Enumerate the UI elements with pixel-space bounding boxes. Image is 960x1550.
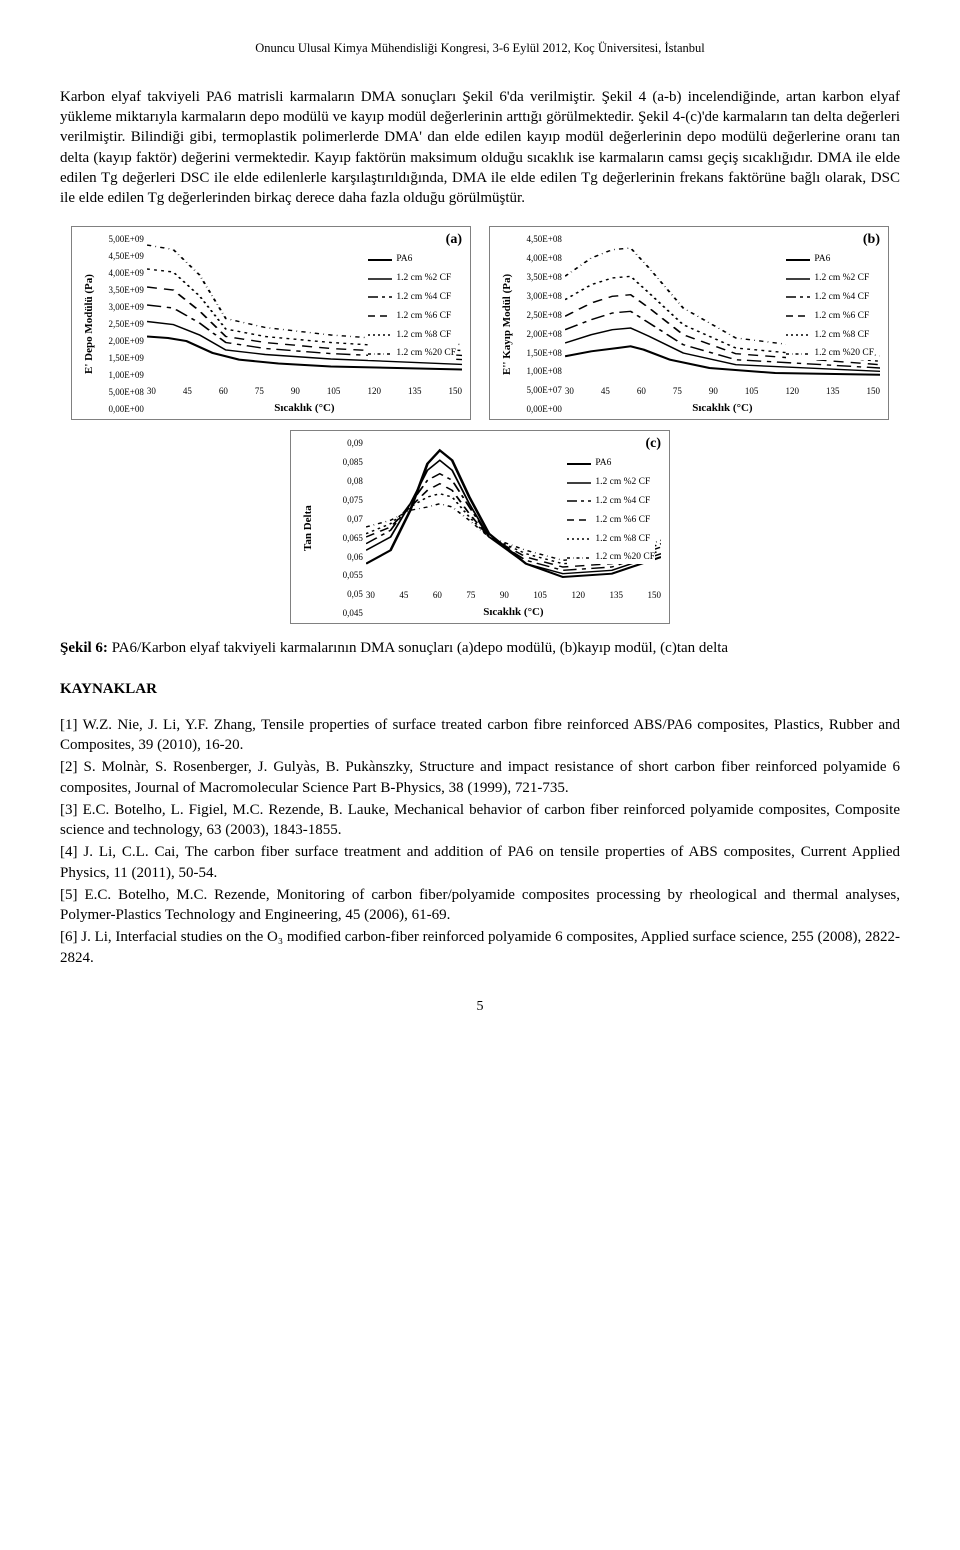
- reference-item: [4] J. Li, C.L. Cai, The carbon fiber su…: [60, 842, 900, 883]
- figure-panel-c: (c) Tan Delta 0,0450,050,0550,060,0650,0…: [290, 430, 670, 624]
- page-header: Onuncu Ulusal Kimya Mühendisliği Kongres…: [60, 40, 900, 57]
- reference-item: [1] W.Z. Nie, J. Li, Y.F. Zhang, Tensile…: [60, 715, 900, 756]
- yticks-a: 0,00E+005,00E+081,00E+091,50E+092,00E+09…: [99, 233, 147, 415]
- references-list: [1] W.Z. Nie, J. Li, Y.F. Zhang, Tensile…: [60, 715, 900, 968]
- legend-c: PA61.2 cm %2 CF1.2 cm %4 CF1.2 cm %6 CF1…: [567, 457, 655, 564]
- yticks-c: 0,0450,050,0550,060,0650,070,0750,080,08…: [318, 437, 366, 619]
- xlabel-b: Sıcaklık (°C): [565, 401, 880, 416]
- xlabel-a: Sıcaklık (°C): [147, 401, 462, 416]
- xlabel-c: Sıcaklık (°C): [366, 605, 661, 620]
- figure-caption-lead: Şekil 6:: [60, 640, 108, 656]
- figure-row-ab: (a) E' Depo Modülü (Pa) 0,00E+005,00E+08…: [60, 226, 900, 420]
- reference-item: [5] E.C. Botelho, M.C. Rezende, Monitori…: [60, 885, 900, 926]
- yticks-b: 0,00E+005,00E+071,00E+081,50E+082,00E+08…: [517, 233, 565, 415]
- ylabel-b: E'' Kayıp Modül (Pa): [498, 233, 517, 415]
- reference-item: [2] S. Molnàr, S. Rosenberger, J. Gulyàs…: [60, 757, 900, 798]
- body-paragraph: Karbon elyaf takviyeli PA6 matrisli karm…: [60, 87, 900, 209]
- legend-b: PA61.2 cm %2 CF1.2 cm %4 CF1.2 cm %6 CF1…: [786, 253, 874, 360]
- page-number: 5: [60, 998, 900, 1017]
- reference-item: [6] J. Li, Interfacial studies on the O₃…: [60, 927, 900, 968]
- figure-panel-b: (b) E'' Kayıp Modül (Pa) 0,00E+005,00E+0…: [489, 226, 889, 420]
- references-heading: KAYNAKLAR: [60, 679, 900, 699]
- figure-panel-a: (a) E' Depo Modülü (Pa) 0,00E+005,00E+08…: [71, 226, 471, 420]
- figure-caption-rest: PA6/Karbon elyaf takviyeli karmalarının …: [108, 640, 728, 656]
- xticks-b: 3045607590105120135150: [565, 383, 880, 397]
- figure-row-c: (c) Tan Delta 0,0450,050,0550,060,0650,0…: [60, 430, 900, 624]
- xticks-c: 3045607590105120135150: [366, 587, 661, 601]
- figure-caption: Şekil 6: PA6/Karbon elyaf takviyeli karm…: [60, 638, 900, 658]
- ylabel-c: Tan Delta: [299, 437, 318, 619]
- legend-a: PA61.2 cm %2 CF1.2 cm %4 CF1.2 cm %6 CF1…: [368, 253, 456, 360]
- reference-item: [3] E.C. Botelho, L. Figiel, M.C. Rezend…: [60, 800, 900, 841]
- ylabel-a: E' Depo Modülü (Pa): [80, 233, 99, 415]
- xticks-a: 3045607590105120135150: [147, 383, 462, 397]
